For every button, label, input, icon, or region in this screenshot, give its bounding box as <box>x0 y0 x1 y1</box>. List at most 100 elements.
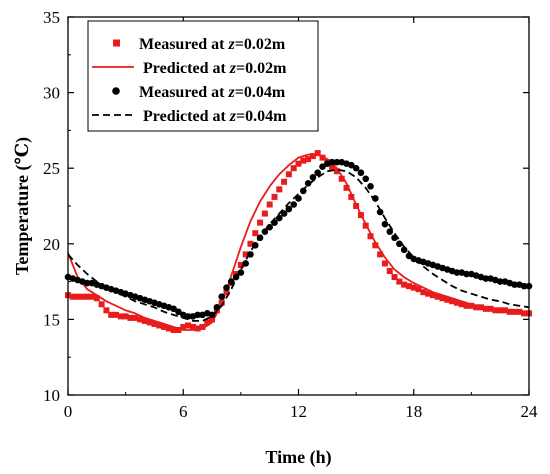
data-point <box>189 323 196 330</box>
data-point <box>257 219 264 226</box>
data-point <box>386 268 393 275</box>
data-point <box>372 242 379 249</box>
legend-marker-circle <box>112 87 120 95</box>
legend-label-prefix: Predicted at <box>143 60 230 77</box>
data-point <box>520 282 528 290</box>
data-point <box>309 173 317 181</box>
data-point <box>295 160 302 167</box>
tick-layer: 0 6 12 18 24 10 15 20 25 30 35 <box>43 8 538 421</box>
series-4-line <box>67 168 530 322</box>
data-point <box>352 164 360 172</box>
y-tick-label: 35 <box>43 8 60 27</box>
data-point <box>170 305 177 313</box>
data-point <box>117 313 124 320</box>
data-point <box>314 150 321 157</box>
data-point <box>463 270 470 278</box>
data-point <box>275 214 283 222</box>
data-point <box>161 323 168 330</box>
data-point <box>396 278 403 285</box>
data-point <box>381 220 389 228</box>
y-tick-label: 25 <box>43 159 60 178</box>
data-point <box>377 251 384 258</box>
data-point <box>482 275 490 282</box>
data-point <box>458 301 465 308</box>
legend-entry: Measured at z=0.02m <box>113 36 286 53</box>
data-point <box>319 163 326 170</box>
data-point <box>496 278 504 285</box>
data-point <box>261 228 269 236</box>
data-point <box>348 193 355 200</box>
data-point <box>281 178 288 185</box>
data-point <box>122 313 129 320</box>
x-tick-label: 12 <box>290 402 307 421</box>
data-point <box>468 302 475 309</box>
legend-label: Measured at z=0.04m <box>139 84 286 101</box>
data-point <box>103 307 110 314</box>
data-point <box>141 317 148 324</box>
data-point <box>453 269 461 276</box>
legend-label-suffix: =0.02m <box>236 60 287 77</box>
legend-label-variable: z <box>227 84 235 101</box>
x-tick-label: 18 <box>405 402 422 421</box>
y-tick-label: 30 <box>43 84 60 103</box>
data-point <box>247 240 254 247</box>
data-point <box>473 304 480 311</box>
data-point <box>185 322 192 329</box>
data-point <box>410 284 417 291</box>
legend-label: Measured at z=0.02m <box>139 36 286 53</box>
legend-label-variable: z <box>227 36 235 53</box>
data-point <box>357 169 365 177</box>
legend-entry: Measured at z=0.04m <box>112 84 286 101</box>
data-point <box>223 284 230 291</box>
legend-label-prefix: Measured at <box>139 84 228 101</box>
legend-label-suffix: =0.04m <box>236 108 287 125</box>
legend-label-variable: z <box>229 60 237 77</box>
data-point <box>453 299 460 306</box>
data-point <box>252 230 259 237</box>
data-point <box>463 302 470 309</box>
data-point <box>69 293 76 300</box>
legend-label-suffix: =0.04m <box>235 84 286 101</box>
data-point <box>396 240 403 248</box>
data-point <box>386 228 394 236</box>
data-point <box>208 311 216 319</box>
data-point <box>314 169 322 177</box>
data-point <box>93 295 100 302</box>
data-point <box>405 283 412 290</box>
data-point <box>444 296 451 303</box>
data-point <box>290 201 297 208</box>
data-point <box>280 210 288 217</box>
legend-label-variable: z <box>229 108 237 125</box>
data-point <box>381 260 388 267</box>
data-point <box>333 158 341 166</box>
data-point <box>227 278 235 285</box>
data-point <box>367 183 374 190</box>
y-tick-label: 15 <box>43 310 60 329</box>
legend-label-prefix: Measured at <box>139 36 228 53</box>
legend-entry: Predicted at z=0.04m <box>92 108 287 125</box>
series-layer <box>64 150 533 333</box>
legend-label-suffix: =0.02m <box>235 36 286 53</box>
data-point <box>242 251 249 258</box>
legend-entry: Predicted at z=0.02m <box>92 60 287 77</box>
data-point <box>295 195 302 202</box>
data-point <box>194 311 201 319</box>
data-point <box>89 293 96 300</box>
data-point <box>367 233 374 240</box>
data-point <box>338 175 345 182</box>
legend-label: Predicted at z=0.02m <box>143 60 287 77</box>
data-point <box>391 274 398 281</box>
data-point <box>300 187 307 195</box>
data-point <box>400 246 408 254</box>
data-point <box>285 205 293 213</box>
data-point <box>376 208 384 216</box>
data-point <box>137 316 144 323</box>
x-tick-label: 24 <box>521 402 539 421</box>
data-point <box>439 295 446 302</box>
data-point <box>165 325 172 332</box>
data-point <box>415 286 422 293</box>
data-point <box>156 322 163 329</box>
legend-label-prefix: Predicted at <box>143 108 230 125</box>
y-axis-title: Temperature (℃) <box>12 137 33 275</box>
